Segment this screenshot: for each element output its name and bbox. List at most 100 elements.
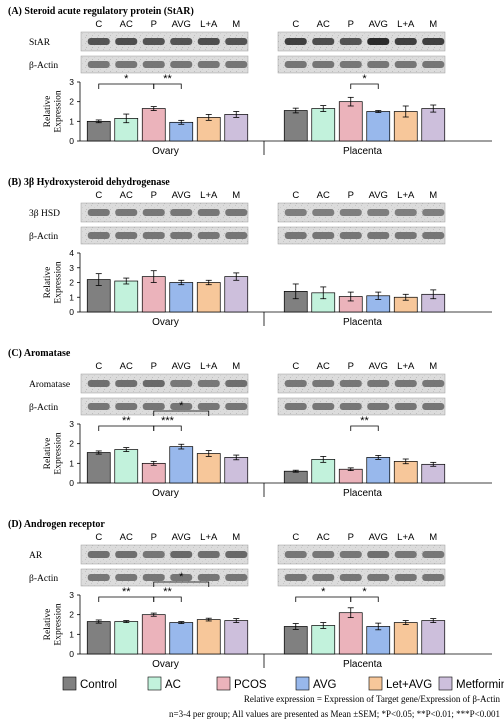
bar-control (86, 452, 111, 484)
actin-band (87, 574, 110, 581)
blot-band (339, 209, 362, 216)
lane-label: M (232, 361, 240, 372)
y-tick-label: 3 (69, 419, 74, 429)
blot-band (284, 380, 307, 387)
blot-band (197, 209, 220, 216)
y-tick-label: 2 (69, 610, 74, 620)
lane-label: P (348, 19, 354, 30)
x-category-label: Placenta (343, 659, 382, 670)
y-axis-label: RelativeExpression (43, 603, 63, 645)
blot-band (422, 380, 445, 387)
significance-label: ** (122, 586, 131, 598)
bar-pcos (141, 108, 166, 142)
actin-band (284, 574, 307, 581)
significance-bracket (350, 83, 379, 89)
bar-metformin (421, 463, 446, 484)
lane-label: AC (120, 190, 133, 201)
lane-label: M (429, 19, 437, 30)
lane-label: P (151, 361, 157, 372)
lane-label: AVG (369, 532, 388, 543)
significance-bracket (153, 581, 210, 587)
panel-1: (A) Steroid acute regulatory protein (St… (8, 6, 492, 157)
bar-pcos (141, 614, 166, 655)
blot-band (394, 380, 417, 387)
bar-avg (169, 121, 194, 142)
lane-label: C (292, 19, 299, 30)
actin-band (339, 61, 362, 68)
lane-label: AC (120, 19, 133, 30)
significance-label: * (362, 586, 367, 598)
lane-label: L+A (200, 19, 218, 30)
actin-band (284, 232, 307, 239)
actin-band (170, 574, 193, 581)
actin-band (142, 403, 165, 410)
actin-band (170, 61, 193, 68)
significance-label: ** (360, 415, 369, 427)
y-tick-label: 0 (69, 136, 74, 146)
significance-label: * (362, 73, 367, 85)
actin-band (170, 232, 193, 239)
actin-band (197, 61, 220, 68)
blot-band (225, 209, 248, 216)
blot-band (284, 38, 307, 45)
blot-band (284, 209, 307, 216)
panel-2: (B) 3β Hydroxysteroid dehydrogenase C AC P A… (8, 177, 492, 328)
bar-pcos (338, 612, 363, 655)
blot-band (367, 38, 390, 45)
blot-band (312, 551, 335, 558)
bar-avg (169, 622, 194, 655)
blot-band (225, 551, 248, 558)
significance-bracket (153, 410, 210, 416)
bar-ac (114, 621, 139, 655)
lane-label: AVG (172, 361, 191, 372)
blot-band (87, 380, 110, 387)
blot-band (312, 209, 335, 216)
bar-ac (114, 280, 139, 313)
panel-title: (C) Aromatase (8, 348, 71, 359)
lane-label: M (232, 19, 240, 30)
actin-band (142, 232, 165, 239)
actin-band (87, 403, 110, 410)
bar-avg (366, 457, 391, 484)
actin-band (284, 403, 307, 410)
actin-band (197, 232, 220, 239)
actin-band (339, 403, 362, 410)
actin-band (312, 61, 335, 68)
lane-label: AVG (172, 532, 191, 543)
y-axis-label-line: Relative (43, 96, 53, 128)
blot-band (197, 380, 220, 387)
lane-label: C (95, 19, 102, 30)
bar-ac (311, 108, 336, 142)
lane-label: P (348, 532, 354, 543)
lane-label: AVG (172, 19, 191, 30)
significance-bracket (350, 596, 379, 602)
lane-label: AC (317, 361, 330, 372)
y-tick-label: 2 (69, 439, 74, 449)
actin-band (339, 232, 362, 239)
bar-avg (169, 282, 194, 313)
lane-label: C (292, 361, 299, 372)
actin-label: β-Actin (29, 574, 58, 584)
actin-band (394, 574, 417, 581)
lane-label: C (292, 190, 299, 201)
panel-4: (D) Androgen receptor C AC P AVG L+A M C AC P AVG L… (8, 519, 492, 670)
actin-band (142, 61, 165, 68)
blot-band (422, 209, 445, 216)
blot-band (394, 38, 417, 45)
legend-swatch (368, 676, 383, 691)
blot-band (339, 380, 362, 387)
legend-swatch (147, 676, 162, 691)
blot-band (197, 551, 220, 558)
bar-pcos (338, 101, 363, 142)
bar-pcos (338, 468, 363, 484)
panel-title: (B) 3β Hydroxysteroid dehydrogenase (8, 177, 170, 188)
blot-band (312, 380, 335, 387)
y-axis-label-line: Expression (54, 261, 64, 303)
actin-band (367, 403, 390, 410)
bar-let-avg (196, 453, 221, 484)
significance-label: * (124, 73, 129, 85)
blot-band (115, 380, 138, 387)
legend-label: AVG (313, 679, 336, 691)
actin-band (225, 403, 248, 410)
legend-label: Metformin (456, 679, 504, 691)
